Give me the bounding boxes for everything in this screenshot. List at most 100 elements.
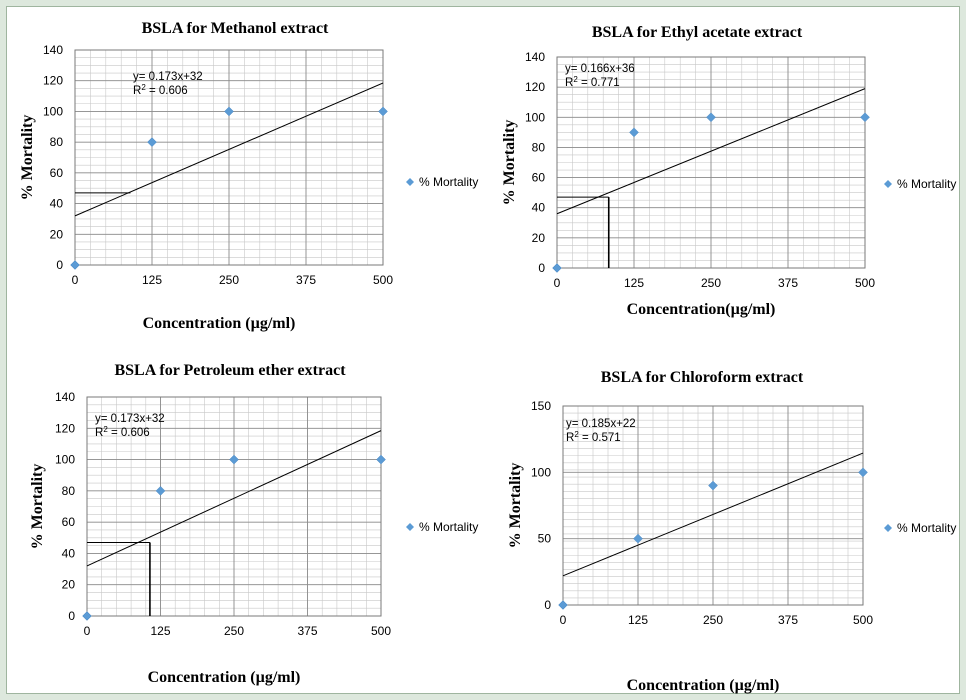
data-point [82, 611, 92, 621]
data-point [860, 112, 870, 123]
r-squared-value: = 0.606 [146, 85, 188, 97]
y-tick-label: 0 [538, 261, 545, 275]
trendline [74, 82, 384, 217]
y-tick-label: 140 [525, 50, 545, 64]
x-tick-label: 500 [371, 624, 391, 638]
y-tick-label: 40 [532, 201, 546, 215]
r-squared-prefix: R [566, 432, 574, 444]
trendline [86, 430, 382, 567]
data-point [858, 467, 868, 478]
y-tick-label: 50 [538, 532, 552, 546]
y-tick-label: 60 [62, 515, 76, 529]
x-tick-label: 250 [701, 276, 721, 290]
chart-title: BSLA for Ethyl acetate extract [592, 24, 803, 41]
trendline-equation: y= 0.173x+32 [133, 71, 203, 83]
data-point [224, 106, 234, 117]
trendline-equation: y= 0.173x+32 [95, 413, 165, 425]
r-squared-label: R2 = 0.771 [565, 75, 620, 89]
y-tick-label: 20 [62, 578, 76, 592]
y-tick-label: 80 [532, 140, 546, 154]
data-point [70, 260, 80, 270]
data-point [147, 137, 157, 147]
chart-3: 0 125 250 375 500 0 20 40 60 80 100 120 140 y= 0.173x… [29, 362, 478, 686]
plot-area [74, 49, 384, 266]
legend-marker [884, 180, 892, 188]
plot-area [562, 405, 864, 606]
x-tick-label: 500 [853, 613, 873, 627]
y-tick-label: 120 [43, 74, 63, 88]
y-tick-label: 0 [56, 258, 63, 272]
y-tick-label: 20 [532, 231, 546, 245]
data-point [629, 127, 639, 138]
y-tick-label: 40 [50, 197, 64, 211]
x-tick-label: 125 [150, 624, 170, 638]
r-squared-value: = 0.771 [578, 77, 620, 89]
chart-title: BSLA for Petroleum ether extract [114, 362, 346, 379]
y-tick-label: 80 [62, 484, 76, 498]
x-tick-label: 0 [554, 276, 561, 290]
plot-area [86, 396, 382, 617]
y-tick-label: 100 [531, 465, 551, 479]
x-tick-label: 250 [224, 624, 244, 638]
x-axis-label: Concentration(µg/ml) [627, 301, 776, 318]
x-tick-label: 250 [219, 273, 239, 287]
trendline-equation: y= 0.185x+22 [566, 418, 636, 430]
data-point [552, 263, 562, 273]
x-axis-label: Concentration (µg/ml) [148, 669, 301, 686]
y-axis-label: % Mortality [29, 464, 46, 550]
x-tick-label: 125 [628, 613, 648, 627]
legend-marker [406, 178, 414, 186]
chart-1: 0 125 250 375 500 0 20 40 60 80 100 120 140 y= 0.173x… [19, 20, 478, 332]
y-axis-label: % Mortality [507, 463, 524, 549]
y-tick-label: 0 [68, 609, 75, 623]
y-tick-label: 100 [525, 110, 545, 124]
data-point [376, 454, 386, 465]
y-tick-label: 60 [50, 166, 64, 180]
figure-frame [6, 6, 960, 694]
r-squared-label: R2 = 0.606 [95, 425, 150, 439]
data-point [558, 600, 568, 610]
x-tick-label: 0 [72, 273, 79, 287]
r-squared-label: R2 = 0.571 [566, 430, 621, 444]
x-tick-label: 375 [296, 273, 316, 287]
r-squared-prefix: R [133, 85, 141, 97]
x-tick-label: 375 [778, 613, 798, 627]
x-tick-label: 375 [778, 276, 798, 290]
trendline-equation: y= 0.166x+36 [565, 63, 635, 75]
y-axis-label: % Mortality [501, 120, 518, 206]
r-squared-superscript: 2 [103, 425, 108, 434]
r-squared-superscript: 2 [573, 75, 578, 84]
x-tick-label: 250 [703, 613, 723, 627]
r-squared-superscript: 2 [141, 83, 146, 92]
data-point [633, 533, 643, 544]
data-point [155, 486, 166, 496]
r-squared-superscript: 2 [574, 430, 579, 439]
x-axis-label: Concentration (µg/ml) [627, 677, 780, 694]
data-point [229, 454, 239, 465]
legend-label: % Mortality [897, 521, 956, 535]
x-axis-label: Concentration (µg/ml) [143, 315, 296, 332]
x-tick-label: 375 [297, 624, 317, 638]
y-tick-label: 100 [55, 453, 75, 467]
x-tick-label: 125 [142, 273, 162, 287]
y-tick-label: 120 [525, 80, 545, 94]
chart-title: BSLA for Methanol extract [142, 20, 329, 37]
x-tick-label: 0 [84, 624, 91, 638]
r-squared-label: R2 = 0.606 [133, 83, 188, 97]
data-point [708, 480, 718, 491]
r-squared-prefix: R [95, 427, 103, 439]
x-tick-label: 500 [855, 276, 875, 290]
y-tick-label: 140 [55, 390, 75, 404]
y-tick-label: 100 [43, 104, 63, 118]
y-tick-label: 0 [544, 598, 551, 612]
y-tick-label: 80 [50, 135, 64, 149]
y-tick-label: 150 [531, 399, 551, 413]
y-tick-label: 60 [532, 171, 546, 185]
trendline [562, 452, 864, 577]
y-tick-label: 40 [62, 546, 76, 560]
legend-marker [884, 524, 892, 532]
r-squared-value: = 0.606 [108, 427, 150, 439]
x-tick-label: 125 [624, 276, 644, 290]
legend-marker [406, 523, 414, 531]
trendline [556, 88, 866, 215]
